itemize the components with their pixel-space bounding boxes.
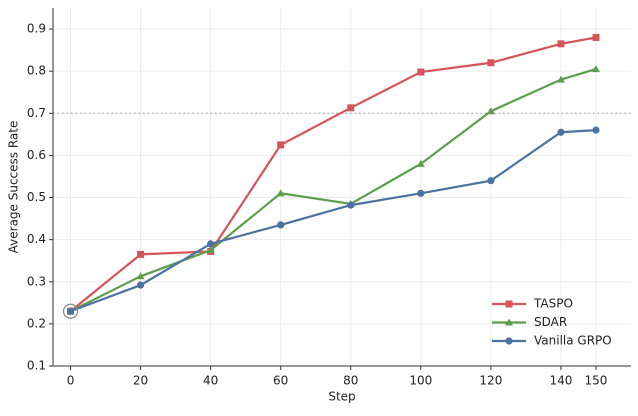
marker <box>277 141 285 149</box>
line <box>70 129 597 313</box>
x-tick-label: 150 <box>585 374 608 388</box>
marker <box>487 177 495 185</box>
y-tick-label: 0.5 <box>27 190 46 204</box>
x-tick-label: 120 <box>479 374 502 388</box>
x-tick-label: 60 <box>273 374 288 388</box>
x-tick-label: 0 <box>67 374 75 388</box>
legend-marker <box>505 318 513 326</box>
line <box>70 68 597 313</box>
x-tick-label: 40 <box>203 374 218 388</box>
x-tick-label: 100 <box>409 374 432 388</box>
marker <box>557 40 565 48</box>
legend-label: SDAR <box>534 315 567 329</box>
y-tick-label: 0.8 <box>27 64 46 78</box>
legend-marker <box>505 337 513 345</box>
y-tick-label: 0.6 <box>27 148 46 162</box>
x-tick-label: 140 <box>549 374 572 388</box>
marker <box>417 189 425 197</box>
marker <box>347 201 355 209</box>
marker <box>136 272 145 280</box>
y-axis-label: Average Success Rate <box>7 121 21 254</box>
y-tick-label: 0.3 <box>27 274 46 288</box>
marker <box>347 104 355 112</box>
legend-label: TASPO <box>533 297 573 311</box>
marker <box>66 307 75 315</box>
x-tick-label: 80 <box>343 374 358 388</box>
line <box>69 36 597 313</box>
y-tick-label: 0.1 <box>27 359 46 373</box>
marker <box>276 189 285 197</box>
marker <box>277 221 285 229</box>
marker <box>137 250 145 258</box>
marker <box>416 159 425 167</box>
marker <box>592 33 600 41</box>
marker <box>417 68 425 76</box>
marker <box>206 246 215 254</box>
marker <box>557 128 565 136</box>
start-highlight <box>62 303 79 319</box>
y-tick-label: 0.9 <box>27 22 46 36</box>
legend-label: Vanilla GRPO <box>534 334 612 348</box>
marker <box>486 107 495 115</box>
y-tick-label: 0.2 <box>27 316 46 330</box>
marker <box>207 240 215 248</box>
y-tick-label: 0.7 <box>27 106 46 120</box>
marker <box>487 59 495 67</box>
marker <box>592 126 600 134</box>
marker <box>136 281 145 289</box>
marker <box>556 75 565 83</box>
y-tick-label: 0.4 <box>27 232 46 246</box>
legend-marker <box>505 300 513 308</box>
x-axis-label: Step <box>328 390 355 404</box>
marker <box>591 65 600 73</box>
x-tick-label: 20 <box>133 374 148 388</box>
